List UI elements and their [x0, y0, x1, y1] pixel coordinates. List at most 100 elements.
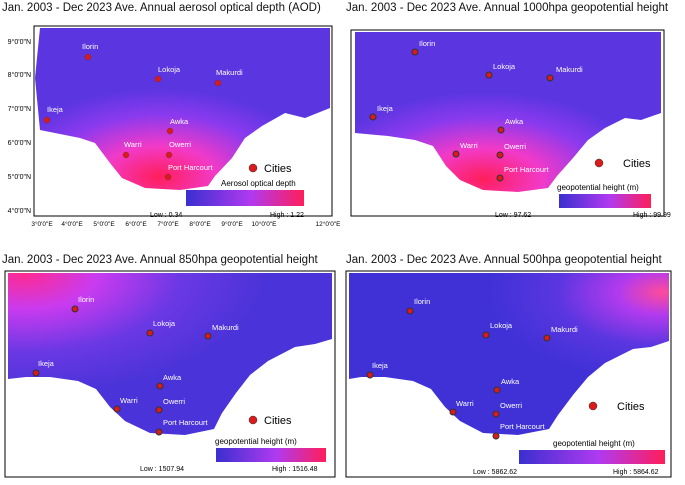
svg-text:Owerri: Owerri [169, 140, 191, 149]
panel-title-gph850: Jan. 2003 - Dec 2023 Ave. Annual 850hpa … [2, 254, 318, 266]
city-warri: Warri [449, 399, 474, 416]
legend: Cities geopotential height (m) Low : 586… [473, 401, 665, 476]
panel-title-aod: Jan. 2003 - Dec 2023 Ave. Annual aerosol… [2, 2, 321, 14]
city-owerri: Owerri [155, 397, 185, 414]
legend-title: geopotential height (m) [215, 437, 297, 446]
city-ikeja: Ikeja [32, 359, 55, 377]
cities-layer: Ilorin Lokoja Makurdi Ikeja Awka Warri O… [32, 295, 239, 436]
legend-high: High : 1.22 [270, 212, 304, 219]
lat-label: 7°0'0"N [8, 105, 31, 113]
svg-text:Lokoja: Lokoja [490, 321, 513, 330]
city-warri: Warri [452, 141, 478, 158]
svg-text:Lokoja: Lokoja [493, 62, 516, 71]
legend-high: High : 1516.48 [272, 466, 318, 473]
map-gph850: Ilorin Lokoja Makurdi Ikeja Awka Warri O… [4, 270, 336, 478]
city-ilorin: Ilorin [82, 42, 98, 61]
legend-low: Low : 5862.62 [473, 469, 517, 476]
cities-legend-label: Cities [623, 158, 651, 170]
cities-legend-marker [248, 415, 258, 425]
cities-layer: Ilorin Lokoja Makurdi Ikeja Awka Warri O… [43, 42, 243, 181]
city-makurdi: Makurdi [204, 323, 239, 340]
city-ikeja: Ikeja [43, 105, 64, 124]
city-port-harcourt: Port Harcourt [492, 422, 546, 440]
svg-text:Ikeja: Ikeja [47, 105, 64, 114]
svg-text:Makurdi: Makurdi [216, 68, 243, 77]
city-awka: Awka [156, 373, 182, 390]
legend: Cities Aerosol optical depth Low : 0.34 … [150, 163, 304, 219]
city-owerri: Owerri [492, 401, 522, 418]
city-owerri: Owerri [165, 140, 191, 159]
svg-text:Makurdi: Makurdi [556, 65, 583, 74]
region-shape [349, 273, 669, 435]
cities-legend-marker [588, 401, 598, 411]
city-lokoja: Lokoja [485, 62, 516, 79]
city-ilorin: Ilorin [71, 295, 94, 313]
svg-text:Owerri: Owerri [500, 401, 522, 410]
city-makurdi: Makurdi [546, 65, 583, 82]
city-makurdi: Makurdi [214, 68, 243, 87]
lat-axis: 9°0'0"N 8°0'0"N 7°0'0"N 6°0'0"N 5°0'0"N … [8, 38, 31, 215]
cities-legend-label: Cities [264, 415, 292, 427]
lon-label: 10°0'0"E [252, 220, 278, 228]
svg-text:Ilorin: Ilorin [419, 39, 435, 48]
cities-legend-marker [594, 158, 604, 168]
svg-text:Lokoja: Lokoja [158, 65, 181, 74]
map-frame [33, 25, 333, 217]
city-ikeja: Ikeja [366, 361, 389, 379]
legend-colorbar [186, 190, 304, 206]
svg-text:Ikeja: Ikeja [38, 359, 55, 368]
lat-label: 6°0'0"N [8, 139, 31, 147]
svg-text:Ilorin: Ilorin [78, 295, 94, 304]
lat-label: 4°0'0"N [8, 207, 31, 215]
region-shape [35, 28, 330, 190]
map-frame [350, 29, 665, 217]
city-awka: Awka [497, 117, 524, 134]
city-ilorin: Ilorin [406, 297, 430, 315]
svg-text:Port Harcourt: Port Harcourt [504, 165, 550, 174]
city-ilorin: Ilorin [411, 39, 435, 56]
legend-high: High : 99.99 [633, 212, 671, 219]
svg-text:Warri: Warri [120, 396, 138, 405]
svg-text:Port Harcourt: Port Harcourt [168, 163, 214, 172]
city-awka: Awka [493, 377, 520, 394]
legend: Cities geopotential height (m) Low : 97.… [495, 158, 671, 219]
city-lokoja: Lokoja [146, 319, 176, 337]
city-awka: Awka [166, 117, 189, 135]
panel-title-gph500: Jan. 2003 - Dec 2023 Ave. Annual 500hpa … [346, 254, 662, 266]
lat-label: 5°0'0"N [8, 173, 31, 181]
city-port-harcourt: Port Harcourt [496, 165, 550, 182]
svg-text:Lokoja: Lokoja [153, 319, 176, 328]
map-aod: 9°0'0"N 8°0'0"N 7°0'0"N 6°0'0"N 5°0'0"N … [8, 25, 340, 228]
map-gph500: Ilorin Lokoja Makurdi Ikeja Awka Warri O… [345, 270, 672, 478]
city-port-harcourt: Port Harcourt [164, 163, 214, 181]
legend-low: Low : 0.34 [150, 212, 182, 219]
svg-text:Owerri: Owerri [504, 142, 526, 151]
svg-text:Awka: Awka [505, 117, 524, 126]
cities-legend-marker [248, 163, 258, 173]
region-shape [355, 32, 661, 192]
svg-text:Awka: Awka [163, 373, 182, 382]
legend-low: Low : 97.62 [495, 212, 531, 219]
cities-layer: Ilorin Lokoja Makurdi Ikeja Awka Warri O… [369, 39, 583, 182]
panel-title-gph1000: Jan. 2003 - Dec 2023 Ave. Annual 1000hpa… [346, 2, 669, 14]
legend-colorbar [216, 448, 326, 462]
legend-title: geopotential height (m) [557, 183, 639, 192]
lon-label: 9°0'0"E [221, 220, 243, 228]
svg-text:Awka: Awka [170, 117, 189, 126]
svg-text:Owerri: Owerri [163, 397, 185, 406]
svg-text:Ikeja: Ikeja [377, 104, 394, 113]
svg-text:Port Harcourt: Port Harcourt [500, 422, 546, 431]
lon-label: 6°0'0"E [125, 220, 147, 228]
lat-label: 8°0'0"N [8, 71, 31, 79]
city-owerri: Owerri [496, 142, 526, 159]
svg-text:Awka: Awka [501, 377, 520, 386]
city-warri: Warri [122, 140, 142, 159]
cities-layer: Ilorin Lokoja Makurdi Ikeja Awka Warri O… [366, 297, 578, 440]
svg-text:Ilorin: Ilorin [82, 42, 98, 51]
lon-label: 3°0'0"E [31, 220, 53, 228]
lon-label: 12°0'0"E [316, 220, 340, 228]
svg-text:Warri: Warri [124, 140, 142, 149]
legend-colorbar [519, 450, 665, 464]
svg-text:Warri: Warri [456, 399, 474, 408]
svg-text:Warri: Warri [460, 141, 478, 150]
